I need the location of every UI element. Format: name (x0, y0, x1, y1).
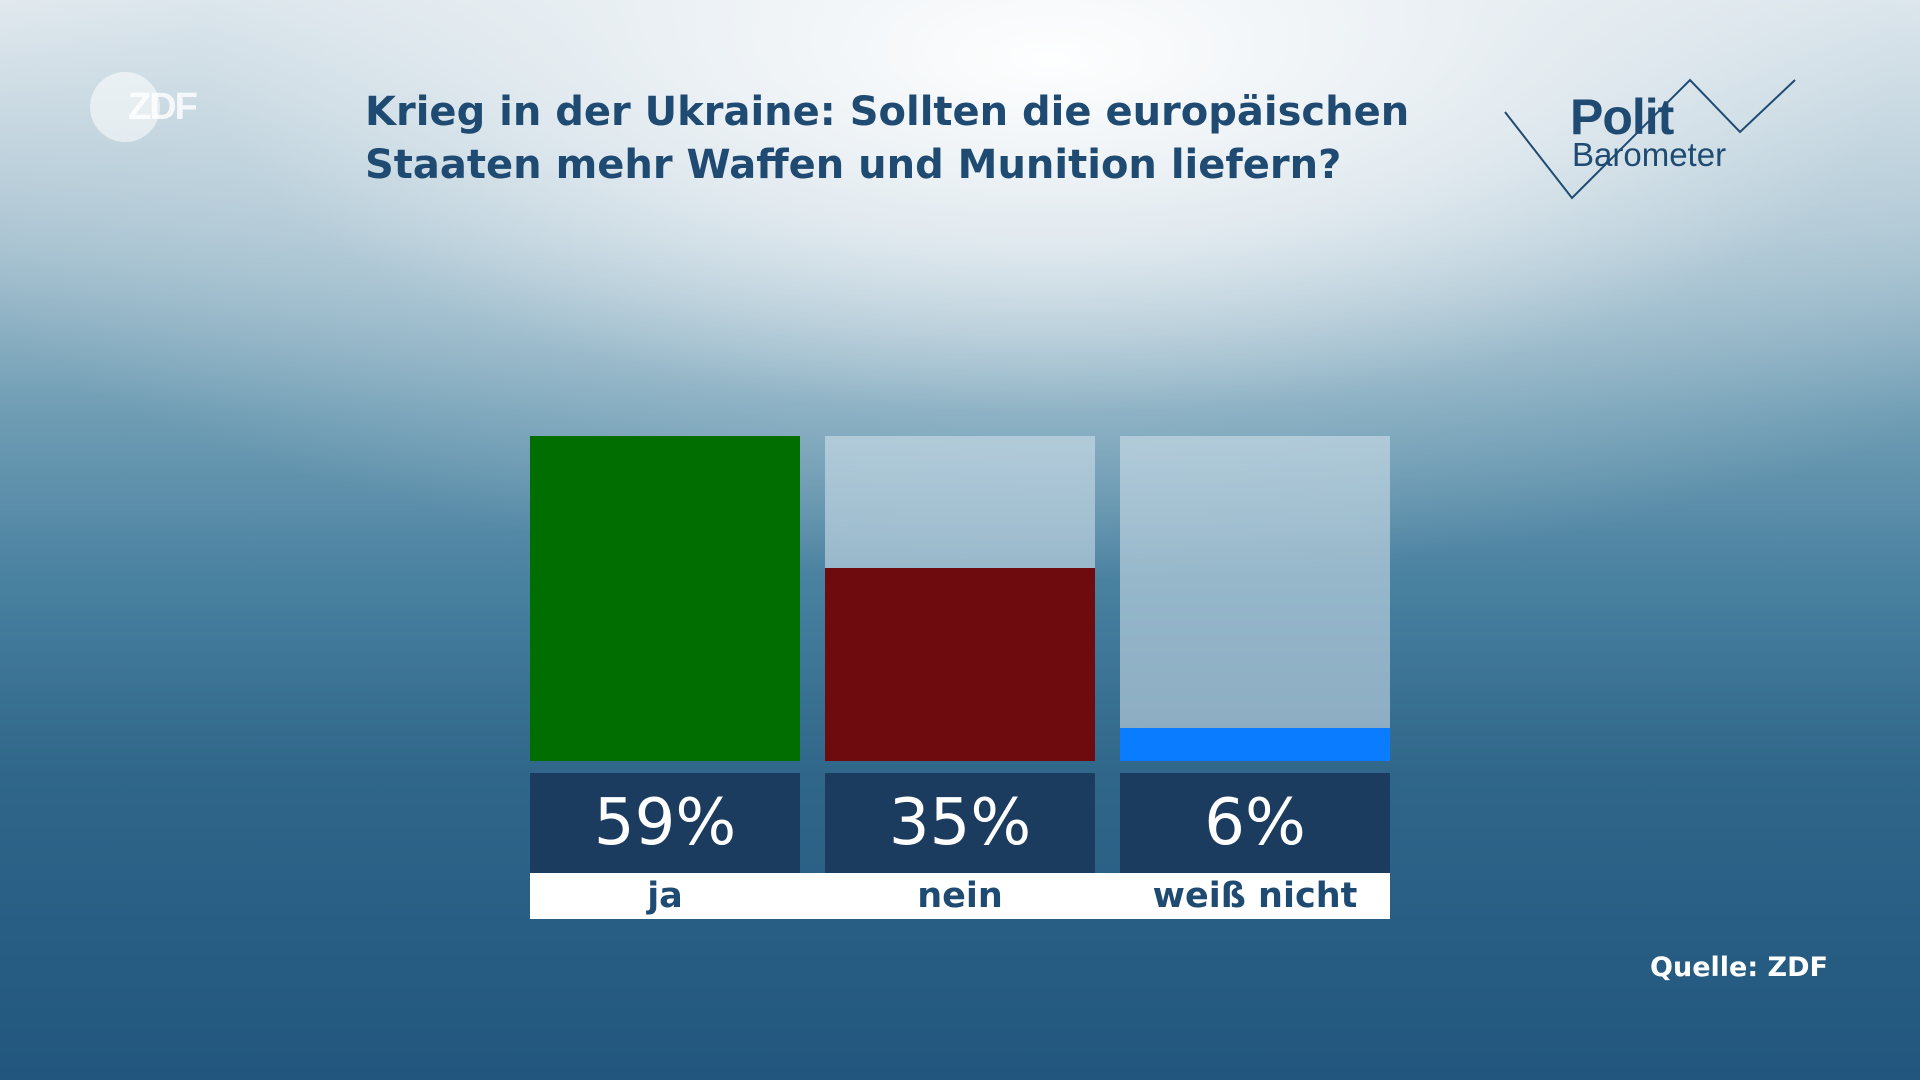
value-label-0: 59% (530, 773, 800, 873)
poll-bar-chart: 59% ja 35% nein 6% weiß nicht (530, 436, 1390, 920)
chart-title-line-1: Krieg in der Ukraine: Sollten die europä… (365, 89, 1410, 135)
value-label-2: 6% (1120, 773, 1390, 873)
politbarometer-word-barometer: Barometer (1572, 136, 1727, 173)
category-label-1: nein (917, 876, 1003, 916)
chart-title: Krieg in der Ukraine: Sollten die europä… (365, 86, 1415, 192)
bar-1 (825, 568, 1095, 761)
zdf-logo-circle (90, 72, 160, 142)
category-label-0: ja (647, 876, 683, 916)
category-label-strip (530, 873, 1390, 919)
category-label-2: weiß nicht (1152, 876, 1358, 916)
bar-track-2 (1120, 436, 1390, 761)
bar-0 (530, 436, 800, 761)
bar-2 (1120, 728, 1390, 761)
politbarometer-zigzag-icon (1504, 78, 1796, 200)
source-note: Quelle: ZDF (1650, 952, 1828, 983)
bar-track-1 (825, 436, 1095, 761)
politbarometer-word-polit: Polit (1570, 89, 1674, 145)
chart-title-line-2: Staaten mehr Waffen und Munition liefern… (365, 142, 1342, 188)
politbarometer-logo: Polit Barometer (1500, 70, 1800, 210)
zdf-logo: ZDF (90, 72, 230, 144)
zdf-logo-text: ZDF (128, 86, 198, 128)
bar-track-0 (530, 436, 800, 761)
value-label-1: 35% (825, 773, 1095, 873)
